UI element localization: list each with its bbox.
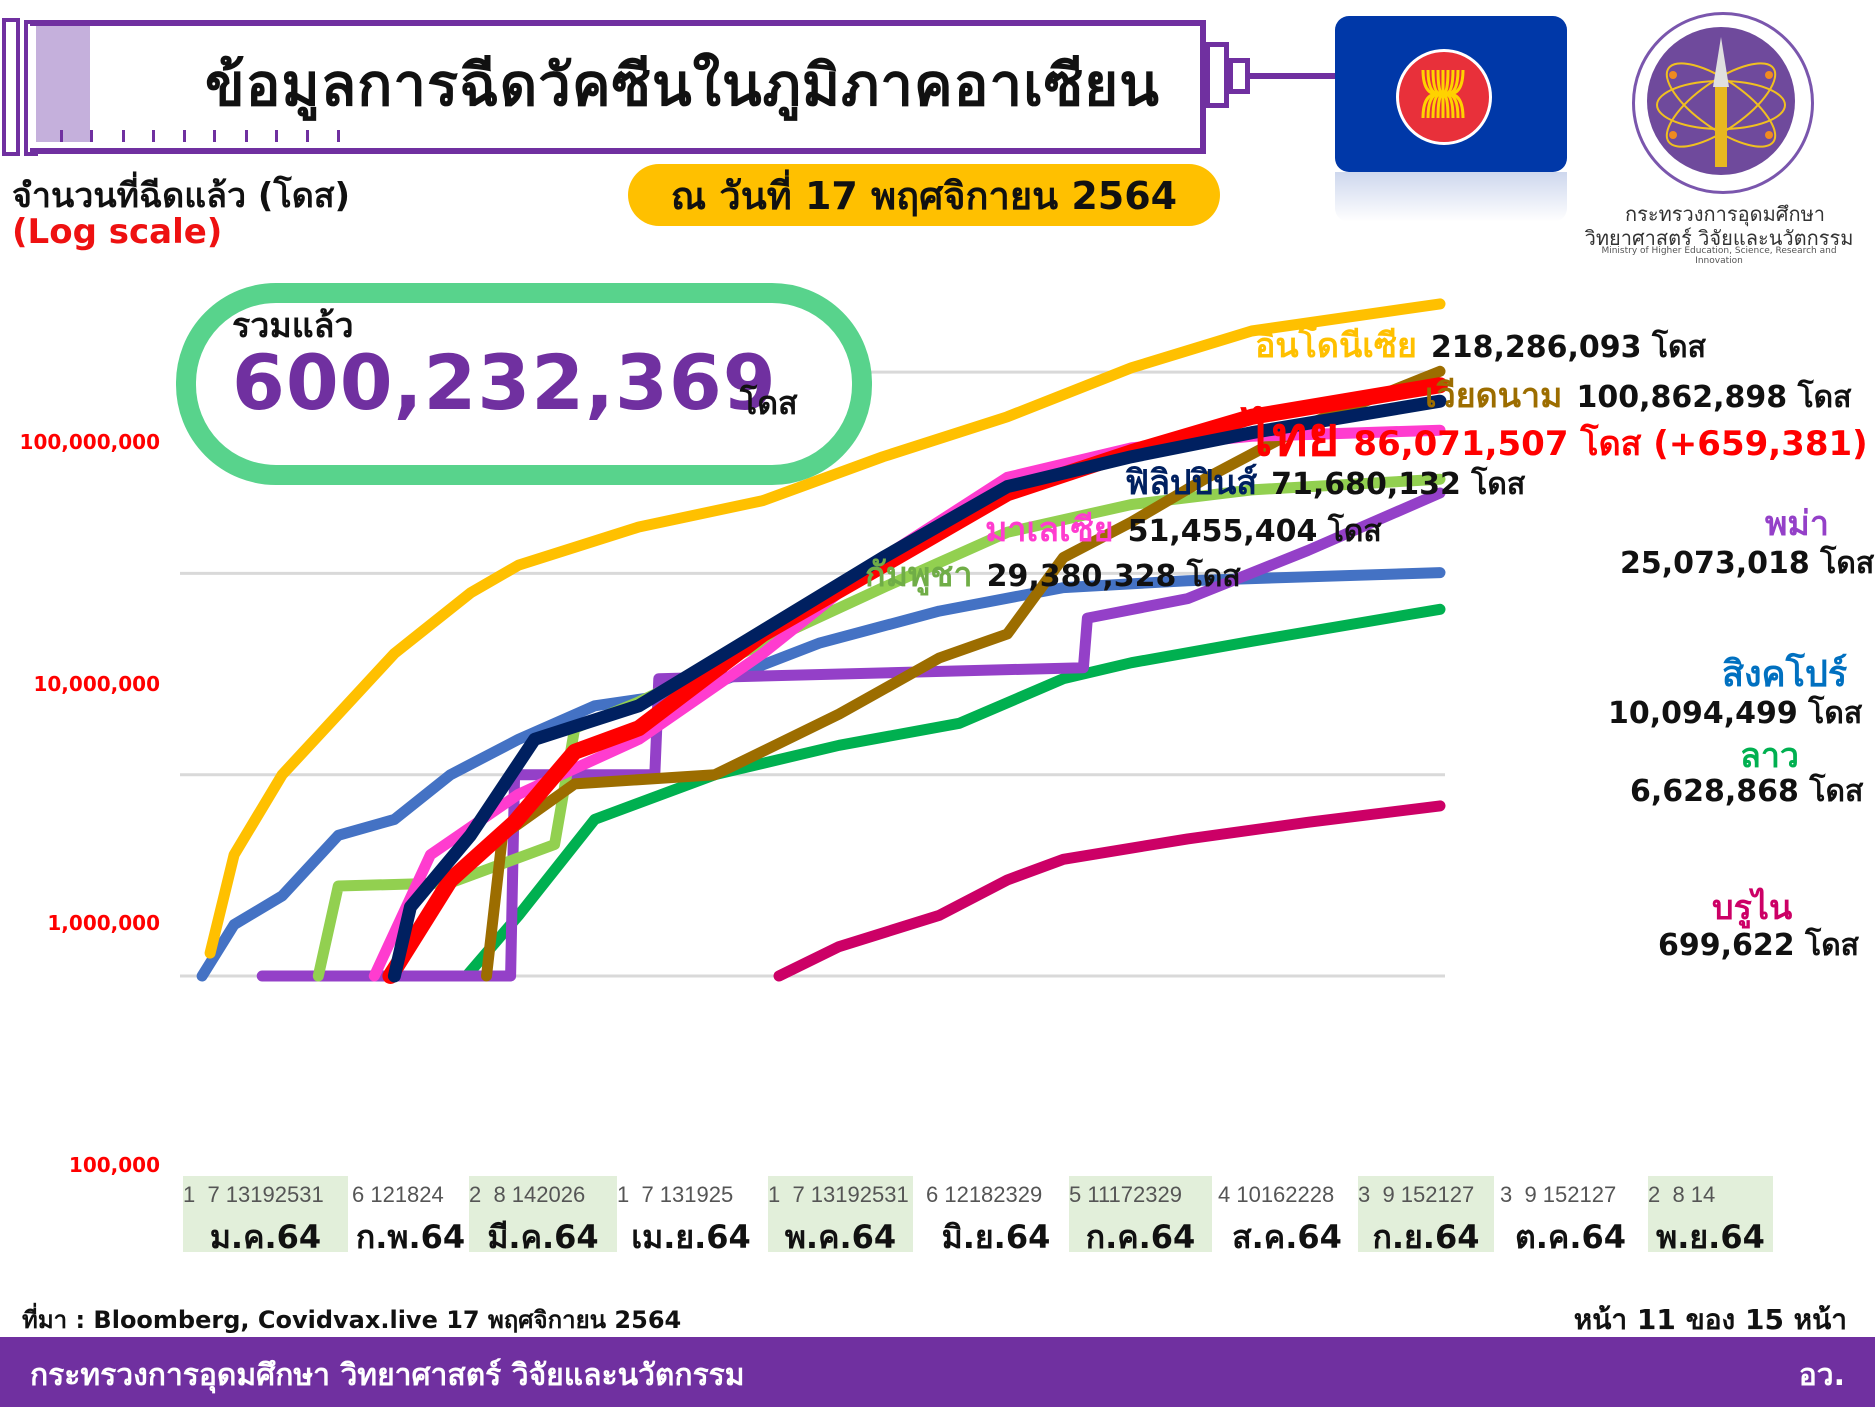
syringe-fill	[36, 26, 90, 142]
date-badge: ณ วันที่ 17 พฤศจิกายน 2564	[628, 164, 1220, 226]
series-line	[387, 394, 1447, 983]
syringe-hub	[1205, 42, 1229, 108]
syringe-tick	[275, 130, 278, 142]
series-line	[256, 487, 1446, 982]
dose-count: 86,071,507 โดส (+659,381)	[1353, 424, 1868, 464]
country-name: มาเลเซีย	[985, 510, 1114, 550]
label-laos-name: ลาว	[1740, 736, 1800, 776]
syringe-tick	[306, 130, 309, 142]
dose-count: 218,286,093 โดส	[1430, 330, 1706, 365]
x-month-label: ม.ค.64	[209, 1218, 322, 1256]
x-month-label: เม.ย.64	[631, 1218, 751, 1256]
x-month-label: ก.ค.64	[1085, 1218, 1196, 1256]
x-day-ticks: 2 8 142026	[469, 1182, 586, 1207]
country-name: อินโดนีเซีย	[1255, 326, 1417, 366]
syringe-tick	[60, 130, 63, 142]
page-indicator: หน้า 11 ของ 15 หน้า	[1573, 1303, 1847, 1336]
total-doses-box	[176, 283, 872, 485]
month-band	[1069, 1176, 1212, 1252]
ministry-name-en: Ministry of Higher Education, Science, R…	[1601, 246, 1837, 266]
month-band	[183, 1176, 348, 1252]
label-thailand: ไทย 86,071,507 โดส (+659,381)	[1245, 393, 1868, 479]
asean-rice-stalks-icon	[1421, 69, 1465, 119]
label-indonesia: อินโดนีเซีย 218,286,093 โดส	[1255, 318, 1706, 372]
dose-count: 100,862,898 โดส	[1576, 380, 1852, 415]
country-name: กัมพูชา	[865, 555, 973, 595]
month-band	[768, 1176, 913, 1252]
x-day-ticks: 1 7 131925	[617, 1182, 734, 1207]
label-brunei-value: 699,622 โดส	[1658, 928, 1859, 963]
label-brunei-name: บรูไน	[1712, 888, 1793, 928]
x-month-label: พ.ค.64	[784, 1218, 897, 1256]
y-tick-100m: 100,000,000	[19, 430, 160, 454]
label-laos-value: 6,628,868 โดส	[1630, 774, 1864, 809]
syringe-tick	[152, 130, 155, 142]
x-month-label: ก.พ.64	[355, 1218, 466, 1256]
log-scale-note: (Log scale)	[12, 212, 223, 252]
y-tick-10m: 10,000,000	[33, 672, 160, 696]
month-band	[1358, 1176, 1494, 1252]
x-month-label: มิ.ย.64	[941, 1218, 1051, 1256]
country-name: ไทย	[1245, 405, 1340, 468]
syringe-tick	[213, 130, 216, 142]
x-month-label: ก.ย.64	[1372, 1218, 1480, 1256]
label-vietnam: เวียดนาม 100,862,898 โดส	[1425, 368, 1851, 422]
y-tick-100k: 100,000	[68, 1153, 160, 1177]
syringe-plunger-cap	[2, 18, 20, 156]
syringe-tick	[183, 130, 186, 142]
page-title: ข้อมูลการฉีดวัคซีนในภูมิภาคอาเซียน	[205, 51, 1160, 119]
footer-org-name: กระทรวงการอุดมศึกษา วิทยาศาสตร์ วิจัยและ…	[30, 1358, 745, 1393]
x-day-ticks: 5 11172329	[1069, 1182, 1182, 1207]
x-day-ticks: 6 121824	[352, 1182, 444, 1207]
syringe-tick	[245, 130, 248, 142]
series-line	[773, 800, 1446, 982]
total-value: 600,232,369	[232, 338, 777, 427]
y-axis-title: จำนวนที่ฉีดแล้ว (โดส)	[12, 176, 351, 216]
dose-count: 71,680,132 โดส	[1271, 467, 1526, 502]
syringe-barrel	[30, 20, 1206, 154]
x-day-ticks: 6 12182329	[926, 1182, 1043, 1207]
syringe-tick	[337, 130, 340, 142]
month-band	[469, 1176, 617, 1252]
x-day-ticks: 4 10162228	[1218, 1182, 1335, 1207]
atom-torch-icon	[1656, 37, 1786, 167]
x-day-ticks: 3 9 152127	[1500, 1182, 1617, 1207]
label-philippines: ฟิลิปปินส์ 71,680,132 โดส	[1125, 455, 1525, 509]
x-day-ticks: 3 9 152127	[1358, 1182, 1475, 1207]
footer-org-abbr: อว.	[1798, 1358, 1845, 1393]
label-myanmar-value: 25,073,018 โดส	[1620, 546, 1875, 581]
total-unit: โดส	[740, 384, 798, 422]
syringe-tick	[122, 130, 125, 142]
series-line	[204, 298, 1446, 959]
x-month-label: พ.ย.64	[1656, 1218, 1765, 1256]
x-day-ticks: 1 7 13192531	[183, 1182, 324, 1207]
footer-bar	[0, 1337, 1875, 1407]
ministry-name-th-line1: กระทรวงการอุดมศึกษา	[1625, 202, 1825, 226]
syringe-tick	[90, 130, 93, 142]
x-month-label: มี.ค.64	[487, 1218, 599, 1256]
label-myanmar-name: พม่า	[1765, 504, 1829, 544]
source-note: ที่มา : Bloomberg, Covidvax.live 17 พฤศจ…	[22, 1306, 682, 1334]
total-label: รวมแล้ว	[232, 306, 354, 346]
dose-count: 29,380,328 โดส	[986, 559, 1241, 594]
asean-flag-reflection	[1335, 172, 1567, 222]
x-day-ticks: 1 7 13192531	[768, 1182, 909, 1207]
x-month-label: ส.ค.64	[1232, 1218, 1342, 1256]
month-band	[1648, 1176, 1773, 1252]
series-line	[461, 603, 1446, 982]
country-name: ฟิลิปปินส์	[1125, 463, 1258, 503]
ministry-name-th-line2: วิทยาศาสตร์ วิจัยและนวัตกรรม	[1584, 226, 1854, 250]
x-day-ticks: 2 8 14	[1648, 1182, 1716, 1207]
series-line	[481, 365, 1446, 982]
syringe-needle	[1245, 73, 1335, 79]
label-malaysia: มาเลเซีย 51,455,404 โดส	[985, 502, 1382, 556]
dose-count: 51,455,404 โดส	[1127, 514, 1382, 549]
label-singapore-value: 10,094,499 โดส	[1608, 696, 1863, 731]
label-cambodia: กัมพูชา 29,380,328 โดส	[865, 547, 1241, 601]
x-month-label: ต.ค.64	[1514, 1218, 1627, 1256]
y-tick-1m: 1,000,000	[47, 911, 160, 935]
country-name: เวียดนาม	[1425, 376, 1563, 416]
label-singapore-name: สิงคโปร์	[1722, 654, 1848, 695]
